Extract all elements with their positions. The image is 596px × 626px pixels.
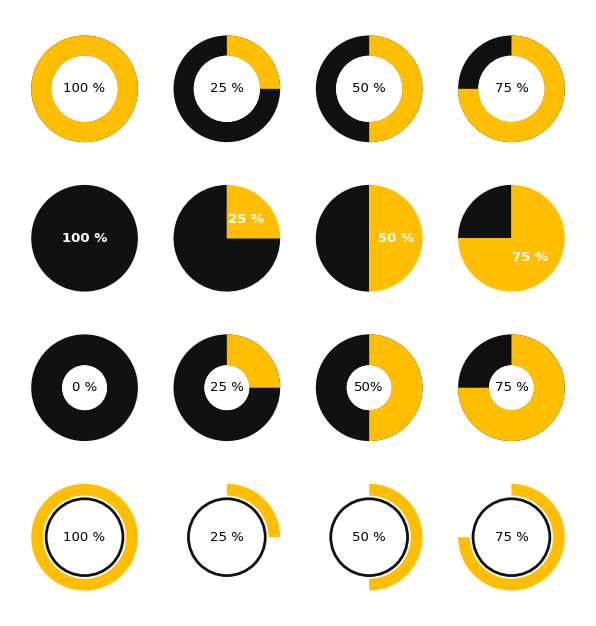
Text: 25 %: 25 % bbox=[228, 213, 263, 226]
Wedge shape bbox=[173, 334, 280, 441]
Text: 75 %: 75 % bbox=[495, 531, 529, 544]
Text: 0 %: 0 % bbox=[72, 381, 97, 394]
Wedge shape bbox=[369, 36, 423, 142]
Circle shape bbox=[51, 56, 117, 122]
Wedge shape bbox=[31, 484, 138, 590]
Wedge shape bbox=[458, 185, 511, 239]
Wedge shape bbox=[458, 36, 565, 142]
Circle shape bbox=[347, 366, 392, 410]
Text: 50 %: 50 % bbox=[378, 232, 414, 245]
Text: 25 %: 25 % bbox=[210, 381, 244, 394]
Text: 75 %: 75 % bbox=[495, 381, 529, 394]
Wedge shape bbox=[369, 185, 423, 292]
Text: 75 %: 75 % bbox=[513, 250, 548, 264]
Wedge shape bbox=[227, 36, 280, 89]
Circle shape bbox=[489, 366, 534, 410]
Wedge shape bbox=[316, 185, 369, 292]
Text: 50 %: 50 % bbox=[352, 531, 386, 544]
Wedge shape bbox=[458, 185, 565, 292]
Wedge shape bbox=[31, 36, 138, 142]
Circle shape bbox=[62, 366, 107, 410]
Text: 50%: 50% bbox=[355, 381, 384, 394]
Wedge shape bbox=[173, 185, 280, 292]
Wedge shape bbox=[369, 334, 423, 441]
Wedge shape bbox=[458, 36, 565, 142]
Wedge shape bbox=[31, 334, 138, 441]
Wedge shape bbox=[458, 484, 565, 590]
Circle shape bbox=[479, 56, 545, 122]
Wedge shape bbox=[227, 334, 280, 387]
Text: 75 %: 75 % bbox=[495, 82, 529, 95]
Text: 25 %: 25 % bbox=[210, 531, 244, 544]
Wedge shape bbox=[369, 484, 423, 590]
Wedge shape bbox=[173, 36, 280, 142]
Wedge shape bbox=[316, 36, 423, 142]
Wedge shape bbox=[316, 334, 423, 441]
Text: 25 %: 25 % bbox=[210, 82, 244, 95]
Text: 100 %: 100 % bbox=[62, 232, 107, 245]
Circle shape bbox=[204, 366, 249, 410]
Wedge shape bbox=[31, 185, 138, 292]
Wedge shape bbox=[227, 185, 280, 239]
Text: 50 %: 50 % bbox=[352, 82, 386, 95]
Circle shape bbox=[336, 56, 402, 122]
Text: 100 %: 100 % bbox=[64, 531, 105, 544]
Wedge shape bbox=[458, 334, 565, 441]
Circle shape bbox=[194, 56, 260, 122]
Wedge shape bbox=[458, 334, 565, 441]
Text: 100 %: 100 % bbox=[64, 82, 105, 95]
Wedge shape bbox=[227, 484, 280, 537]
Wedge shape bbox=[31, 36, 138, 142]
